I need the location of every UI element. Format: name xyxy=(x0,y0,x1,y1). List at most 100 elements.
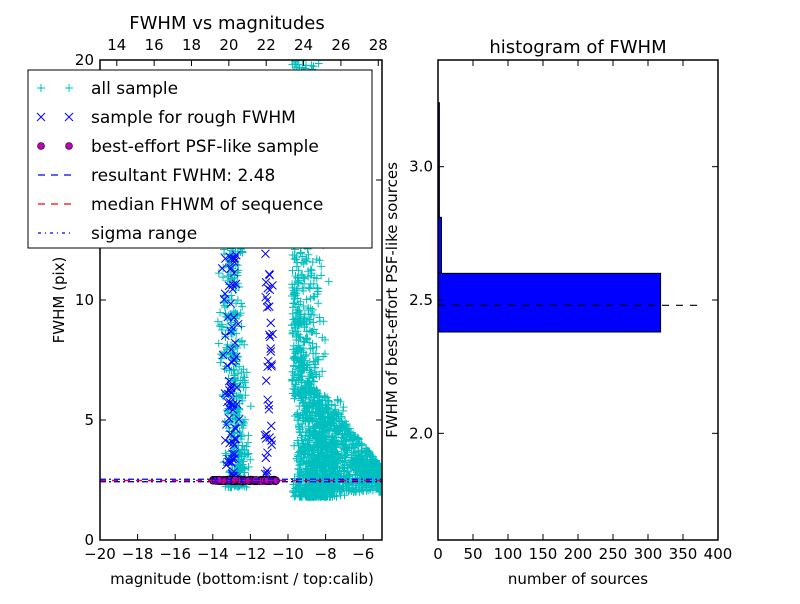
all-sample-point xyxy=(239,457,248,466)
all-sample-point xyxy=(327,440,336,449)
bottom-x-axis: −20 −18 −16 −14 −12 −10 −8 −6 xyxy=(84,534,374,563)
rough-sample-point xyxy=(222,397,232,407)
all-sample-point xyxy=(237,435,246,444)
all-sample-point xyxy=(369,473,378,482)
all-sample-point xyxy=(351,432,360,441)
rough-sample-point xyxy=(265,433,274,442)
top-x-tick-label: 16 xyxy=(145,36,164,54)
all-sample-point xyxy=(308,258,317,267)
all-sample-point xyxy=(227,341,236,350)
all-sample-point xyxy=(321,469,330,478)
all-sample-point xyxy=(225,427,234,436)
all-sample-point xyxy=(310,434,319,443)
all-sample-point xyxy=(315,317,324,326)
rough-sample-point xyxy=(222,420,231,429)
all-sample-point xyxy=(369,470,378,479)
all-sample-point xyxy=(342,479,351,488)
all-sample-point xyxy=(224,409,233,418)
all-sample-point xyxy=(341,478,350,487)
rough-sample-point xyxy=(220,331,230,341)
all-sample-point xyxy=(227,291,236,300)
rough-sample-point xyxy=(228,399,238,409)
rough-sample-point xyxy=(222,460,231,470)
all-sample-point xyxy=(213,317,222,326)
all-sample-point xyxy=(292,253,301,262)
all-sample-point xyxy=(317,271,326,280)
all-sample-point xyxy=(246,455,255,464)
all-sample-point xyxy=(337,422,346,431)
all-sample-point xyxy=(305,403,314,412)
all-sample-point xyxy=(230,273,239,282)
all-sample-point xyxy=(304,422,313,431)
y-tick-label: 2.0 xyxy=(409,424,433,442)
rough-sample-point xyxy=(263,448,272,458)
all-sample-point xyxy=(304,250,313,259)
rough-sample-point xyxy=(265,270,274,280)
all-sample-point xyxy=(302,320,311,329)
all-sample-point xyxy=(237,299,246,308)
all-sample-point xyxy=(312,463,321,472)
all-sample-point xyxy=(216,358,225,367)
all-sample-point xyxy=(339,444,348,453)
all-sample-point xyxy=(298,392,307,401)
histogram-ylabel: FWHM of best-effort PSF-like sources xyxy=(383,162,401,438)
all-sample-point xyxy=(313,355,322,364)
all-sample-point xyxy=(305,366,314,375)
all-sample-point xyxy=(344,486,353,495)
all-sample-point xyxy=(338,457,347,466)
top-x-tick-label: 20 xyxy=(219,36,238,54)
all-sample-point xyxy=(218,390,227,399)
all-sample-point xyxy=(65,84,73,92)
all-sample-point xyxy=(304,480,313,489)
all-sample-point xyxy=(372,456,381,465)
all-sample-point xyxy=(352,454,361,463)
all-sample-point xyxy=(364,484,373,493)
scatter-ylabel: FWHM (pix) xyxy=(50,257,68,344)
legend-item: sample for rough FWHM xyxy=(36,108,296,128)
rough-sample-point xyxy=(230,449,240,459)
all-sample-point xyxy=(333,395,342,404)
top-x-tick-label: 14 xyxy=(107,36,126,54)
all-sample-point xyxy=(290,492,299,501)
rough-sample-point xyxy=(227,449,237,458)
all-sample-point xyxy=(302,458,311,467)
x-tick-label: −16 xyxy=(159,545,191,563)
all-sample-point xyxy=(304,267,313,276)
legend-label: resultant FWHM: 2.48 xyxy=(91,166,275,186)
all-sample-point xyxy=(314,299,323,308)
rough-sample-point xyxy=(226,263,236,273)
psf-sample-point xyxy=(37,142,45,150)
scatter-title: FWHM vs magnitudes xyxy=(129,13,324,34)
x-tick-label: 250 xyxy=(599,545,628,563)
all-sample-point xyxy=(304,310,313,319)
all-sample-point xyxy=(308,450,317,459)
all-sample-point xyxy=(306,468,315,477)
all-sample-point xyxy=(304,445,313,454)
all-sample-point xyxy=(327,460,336,469)
all-sample-point xyxy=(357,486,366,495)
all-sample-point xyxy=(292,286,301,295)
all-sample-point xyxy=(307,467,316,476)
all-sample-point xyxy=(298,424,307,433)
legend-item: median FHWM of sequence xyxy=(38,195,323,215)
all-sample-point xyxy=(297,481,306,490)
all-sample-point xyxy=(221,309,230,318)
all-sample-point xyxy=(328,450,337,459)
all-sample-point xyxy=(244,463,253,472)
top-x-tick-label: 28 xyxy=(369,36,388,54)
all-sample-point xyxy=(330,468,339,477)
all-sample-point xyxy=(289,361,298,370)
rough-sample-point xyxy=(226,345,236,354)
all-sample-point xyxy=(298,365,307,374)
all-sample-point xyxy=(314,446,323,455)
histogram-xlabel: number of sources xyxy=(508,570,648,588)
all-sample-point xyxy=(216,308,225,317)
rough-sample-point xyxy=(223,312,233,322)
rough-sample-point xyxy=(261,249,270,259)
all-sample-point xyxy=(321,432,330,441)
all-sample-point xyxy=(309,62,318,71)
all-sample-point xyxy=(362,444,371,453)
all-sample-point xyxy=(298,376,307,385)
all-sample-point xyxy=(296,391,305,400)
x-tick-label: −20 xyxy=(84,545,116,563)
